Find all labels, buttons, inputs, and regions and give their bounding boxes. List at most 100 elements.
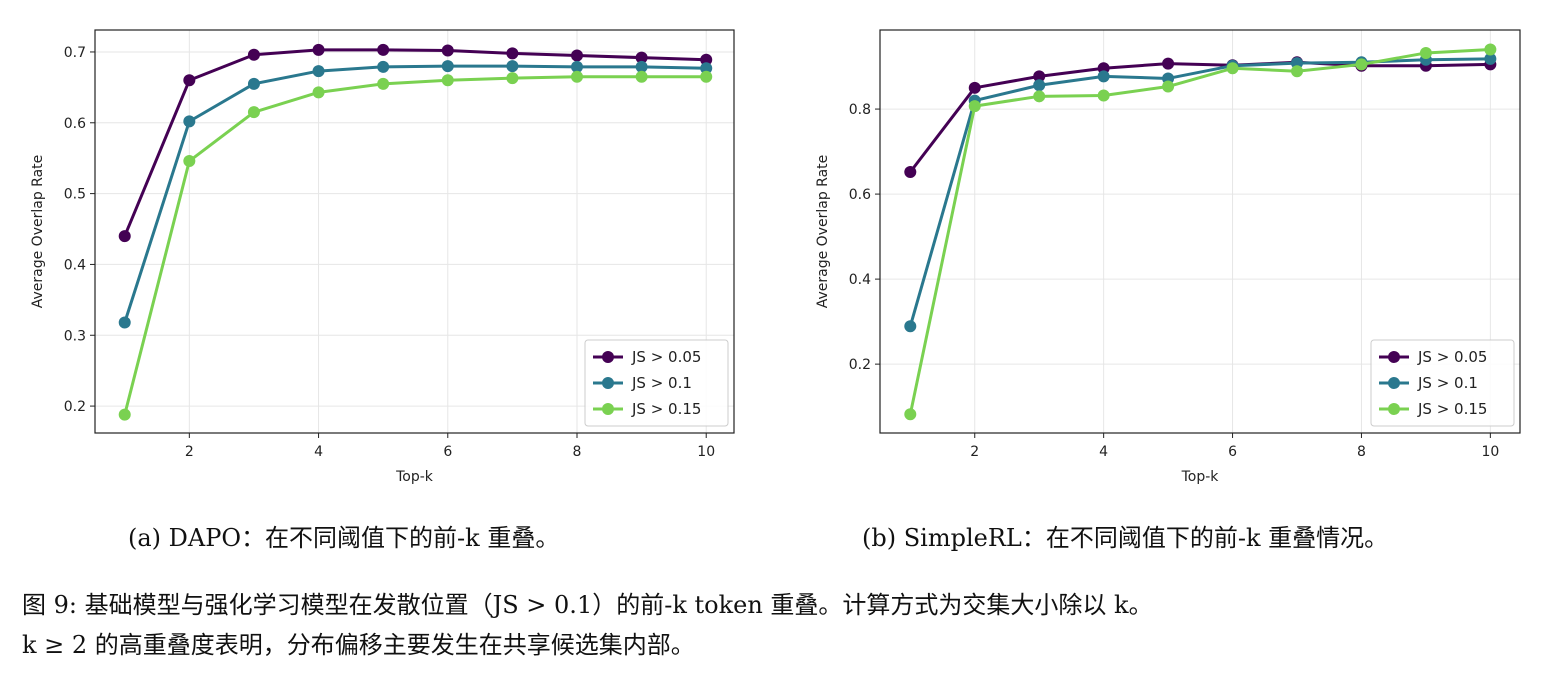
data-point (441, 60, 454, 73)
data-point (441, 74, 454, 87)
legend-label: JS > 0.05 (1417, 348, 1487, 366)
data-point (312, 65, 325, 78)
y-tick-label: 0.2 (849, 357, 871, 373)
y-axis-label: Average Overlap Rate (815, 155, 831, 309)
data-point (118, 230, 131, 243)
x-axis-label: Top-k (1181, 469, 1220, 485)
data-point (247, 48, 260, 61)
x-tick-label: 8 (1357, 444, 1366, 460)
data-point (247, 77, 260, 90)
charts-svg: 2 4 6 8 10 0.2 0.3 0.4 0.5 0.6 0.7 Top-k Average Ove… (30, 29, 1521, 485)
data-point (377, 77, 390, 90)
data-point (635, 60, 648, 73)
data-point (904, 165, 917, 178)
legend-label: JS > 0.15 (631, 400, 701, 418)
y-axis-label: Average Overlap Rate (30, 155, 46, 309)
data-point (700, 70, 713, 83)
x-tick-label: 4 (314, 444, 323, 460)
legend-marker (602, 377, 614, 389)
legend-marker (1388, 377, 1400, 389)
legend-box (584, 339, 729, 427)
data-point (700, 53, 713, 66)
x-tick-label: 4 (1099, 444, 1108, 460)
data-point (1033, 79, 1046, 92)
data-point (377, 43, 390, 56)
data-point (570, 49, 583, 62)
legend-marker (602, 351, 614, 363)
y-tick-label: 0.8 (849, 102, 871, 118)
data-point (312, 86, 325, 99)
x-tick-label: 10 (1481, 444, 1499, 460)
y-tick-label: 0.6 (64, 116, 86, 132)
data-point (1419, 46, 1432, 59)
figure-caption: 图 9: 基础模型与强化学习模型在发散位置（JS > 0.1）的前-k toke… (22, 585, 1552, 665)
figure-caption-line1: 图 9: 基础模型与强化学习模型在发散位置（JS > 0.1）的前-k toke… (22, 591, 1153, 619)
data-point (570, 70, 583, 83)
data-point (183, 115, 196, 128)
data-point (1033, 70, 1046, 83)
plot-frame (879, 29, 1521, 434)
data-point (506, 72, 519, 85)
data-point (1033, 90, 1046, 103)
data-point (377, 60, 390, 73)
x-tick-label: 2 (185, 444, 194, 460)
x-tick-label: 6 (443, 444, 452, 460)
data-point (700, 62, 713, 75)
data-point (1097, 89, 1110, 102)
data-point (1162, 57, 1175, 70)
subcaption-b: (b) SimpleRL：在不同阈值下的前-k 重叠情况。 (862, 524, 1389, 552)
data-point (904, 408, 917, 421)
y-tick-label: 0.4 (64, 257, 86, 273)
x-tick-label: 2 (970, 444, 979, 460)
x-tick-label: 10 (697, 444, 715, 460)
data-point (312, 43, 325, 56)
figure-caption-line2: k ≥ 2 的高重叠度表明，分布偏移主要发生在共享候选集内部。 (22, 631, 695, 659)
legend-marker (1388, 351, 1400, 363)
legend-box (1370, 339, 1515, 427)
data-point (247, 106, 260, 119)
series-line (123, 75, 707, 415)
series-line (908, 57, 1491, 327)
legend-label: JS > 0.05 (631, 348, 701, 366)
data-point (904, 320, 917, 333)
legend-label: JS > 0.15 (1417, 400, 1487, 418)
data-point (183, 155, 196, 168)
y-tick-label: 0.6 (849, 187, 871, 203)
data-point (635, 70, 648, 83)
x-tick-label: 8 (573, 444, 582, 460)
data-point (1097, 70, 1110, 83)
x-axis-label: Top-k (395, 469, 434, 485)
y-tick-label: 0.4 (849, 272, 871, 288)
plot-frame (94, 29, 735, 434)
data-point (1484, 52, 1497, 65)
data-point (441, 44, 454, 57)
data-point (1290, 65, 1303, 78)
data-point (570, 60, 583, 73)
y-tick-label: 0.2 (64, 399, 86, 415)
series-line (909, 60, 1491, 173)
data-point (506, 60, 519, 73)
data-point (506, 47, 519, 60)
data-point (1226, 62, 1239, 75)
data-point (183, 74, 196, 87)
data-point (1162, 80, 1175, 93)
y-tick-label: 0.3 (64, 328, 86, 344)
x-tick-label: 6 (1228, 444, 1237, 460)
legend-marker (602, 403, 614, 415)
legend-label: JS > 0.1 (631, 374, 692, 392)
series-line (123, 48, 707, 237)
legend-label: JS > 0.1 (1417, 374, 1478, 392)
data-point (1355, 58, 1368, 71)
subcaption-a: (a) DAPO：在不同阈值下的前-k 重叠。 (128, 524, 560, 552)
data-point (118, 408, 131, 421)
data-point (1484, 43, 1497, 56)
data-point (118, 316, 131, 329)
data-point (635, 51, 648, 64)
data-point (968, 100, 981, 113)
y-tick-label: 0.7 (64, 45, 86, 61)
legend-marker (1388, 403, 1400, 415)
data-point (968, 81, 981, 94)
y-tick-label: 0.5 (64, 187, 86, 203)
series-line (908, 48, 1491, 415)
